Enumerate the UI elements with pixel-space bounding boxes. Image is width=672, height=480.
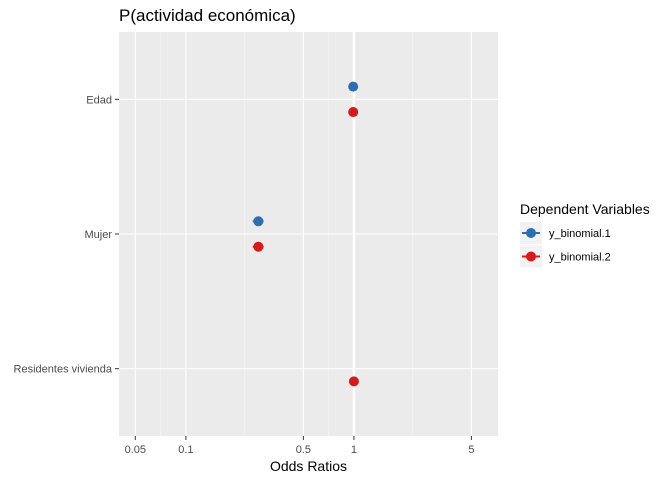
- y-tick-label: Mujer: [84, 229, 112, 241]
- data-point: [348, 81, 359, 92]
- y-axis: Edad Mujer Residentes vivienda: [14, 94, 119, 376]
- data-point: [253, 216, 264, 227]
- x-axis-title: Odds Ratios: [270, 458, 347, 474]
- chart-title: P(actividad económica): [119, 6, 296, 25]
- x-tick-label: 5: [468, 444, 474, 456]
- x-tick-label: 0.1: [178, 444, 193, 456]
- x-tick-label: 0.5: [296, 444, 311, 456]
- data-marks: [252, 81, 359, 387]
- x-tick-label: 0.05: [125, 444, 146, 456]
- legend: Dependent Variables y_binomial.1 y_binomi…: [520, 201, 650, 268]
- y-tick-label: Residentes vivienda: [14, 364, 113, 376]
- y-tick-label: Edad: [86, 94, 112, 106]
- data-point: [348, 376, 359, 387]
- legend-title: Dependent Variables: [520, 201, 650, 217]
- legend-label: y_binomial.1: [549, 228, 611, 240]
- x-axis: 0.05 0.1 0.5 1 5: [125, 436, 474, 456]
- legend-label: y_binomial.2: [549, 252, 611, 264]
- data-point: [348, 107, 359, 118]
- legend-key-point: [526, 251, 536, 262]
- data-point: [253, 241, 264, 252]
- x-tick-label: 1: [351, 444, 357, 456]
- legend-key-point: [526, 228, 536, 238]
